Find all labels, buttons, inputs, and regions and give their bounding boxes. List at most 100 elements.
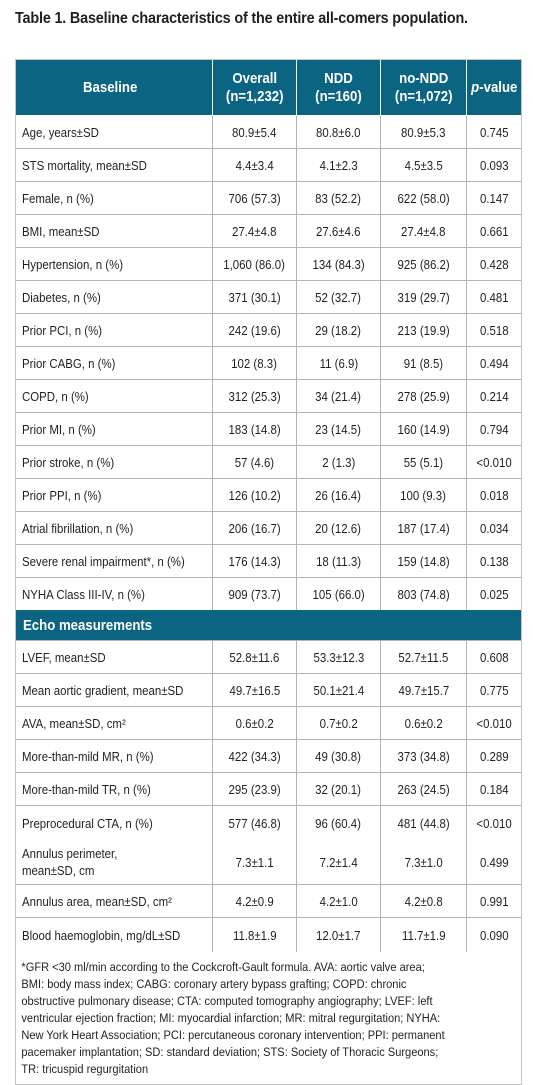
cell-p-value: 0.518 <box>467 314 521 346</box>
cell-overall: 126 (10.2) <box>213 479 297 511</box>
table-row: STS mortality, mean±SD 4.4±3.4 4.1±2.3 4.5±… <box>16 149 521 182</box>
table-header-row: Baseline Overall (n=1,232) NDD (n=160) no-… <box>16 60 521 116</box>
table-row: Prior MI, n (%) 183 (14.8) 23 (14.5) 160 (1… <box>16 413 521 446</box>
cell-ndd: 26 (16.4) <box>297 479 381 511</box>
table-row: Diabetes, n (%) 371 (30.1) 52 (32.7) 319 (2… <box>16 281 521 314</box>
row-label: Diabetes, n (%) <box>16 281 213 313</box>
row-label: Prior stroke, n (%) <box>16 446 213 478</box>
cell-overall: 577 (46.8) <box>213 806 297 840</box>
cell-p-value: 0.289 <box>467 740 521 772</box>
footnote-line: obstructive pulmonary disease; CTA: comp… <box>21 993 514 1010</box>
cell-ndd: 49 (30.8) <box>297 740 381 772</box>
cell-ndd: 105 (66.0) <box>297 578 381 610</box>
row-label: Prior CABG, n (%) <box>16 347 213 379</box>
header-baseline: Baseline <box>16 60 213 115</box>
cell-overall: 206 (16.7) <box>213 512 297 544</box>
cell-overall: 706 (57.3) <box>213 182 297 214</box>
table-row: BMI, mean±SD 27.4±4.8 27.6±4.6 27.4±4.8 0.66… <box>16 215 521 248</box>
footnote-line: TR: tricuspid regurgitation <box>21 1061 514 1078</box>
header-p-value: p-value <box>467 60 521 115</box>
cell-ndd: 80.8±6.0 <box>297 116 381 148</box>
cell-p-value: 0.794 <box>467 413 521 445</box>
cell-p-value: <0.010 <box>467 446 521 478</box>
footnote-line: New York Heart Association; PCI: percuta… <box>21 1027 514 1044</box>
row-label: Age, years±SD <box>16 116 213 148</box>
header-no-ndd: no-NDD (n=1,072) <box>381 60 467 115</box>
row-label: Blood haemoglobin, mg/dL±SD <box>16 918 213 952</box>
cell-p-value: 0.499 <box>467 840 521 884</box>
row-label: Mean aortic gradient, mean±SD <box>16 674 213 706</box>
table-row: Atrial fibrillation, n (%) 206 (16.7) 20 (… <box>16 512 521 545</box>
cell-no-ndd: 319 (29.7) <box>381 281 467 313</box>
table-row: Preprocedural CTA, n (%) 577 (46.8) 96 (60… <box>16 806 521 840</box>
cell-ndd: 53.3±12.3 <box>297 641 381 673</box>
cell-ndd: 96 (60.4) <box>297 806 381 840</box>
cell-no-ndd: 263 (24.5) <box>381 773 467 805</box>
cell-no-ndd: 4.2±0.8 <box>381 885 467 917</box>
cell-no-ndd: 373 (34.8) <box>381 740 467 772</box>
cell-ndd: 50.1±21.4 <box>297 674 381 706</box>
table-row: AVA, mean±SD, cm² 0.6±0.2 0.7±0.2 0.6±0.2 <0… <box>16 707 521 740</box>
header-ndd: NDD (n=160) <box>297 60 381 115</box>
table-row: Severe renal impairment*, n (%) 176 (14.3… <box>16 545 521 578</box>
cell-no-ndd: 52.7±11.5 <box>381 641 467 673</box>
row-label: Atrial fibrillation, n (%) <box>16 512 213 544</box>
cell-p-value: 0.025 <box>467 578 521 610</box>
cell-overall: 52.8±11.6 <box>213 641 297 673</box>
cell-overall: 422 (34.3) <box>213 740 297 772</box>
cell-overall: 295 (23.9) <box>213 773 297 805</box>
table-row: Annulus area, mean±SD, cm² 4.2±0.9 4.2±1.0… <box>16 885 521 918</box>
cell-ndd: 4.1±2.3 <box>297 149 381 181</box>
cell-ndd: 52 (32.7) <box>297 281 381 313</box>
cell-no-ndd: 7.3±1.0 <box>381 840 467 884</box>
cell-no-ndd: 100 (9.3) <box>381 479 467 511</box>
row-label: Preprocedural CTA, n (%) <box>16 806 213 840</box>
cell-no-ndd: 187 (17.4) <box>381 512 467 544</box>
cell-overall: 242 (19.6) <box>213 314 297 346</box>
cell-overall: 909 (73.7) <box>213 578 297 610</box>
cell-ndd: 2 (1.3) <box>297 446 381 478</box>
row-label: COPD, n (%) <box>16 380 213 412</box>
row-label: Annulus area, mean±SD, cm² <box>16 885 213 917</box>
baseline-body: Age, years±SD 80.9±5.4 80.8±6.0 80.9±5.3 0.7… <box>16 116 521 610</box>
row-label: Female, n (%) <box>16 182 213 214</box>
row-label: BMI, mean±SD <box>16 215 213 247</box>
cell-overall: 80.9±5.4 <box>213 116 297 148</box>
cell-ndd: 0.7±0.2 <box>297 707 381 739</box>
table-row: Annulus perimeter, mean±SD, cm 7.3±1.1 7.… <box>16 840 521 885</box>
cell-no-ndd: 55 (5.1) <box>381 446 467 478</box>
cell-no-ndd: 27.4±4.8 <box>381 215 467 247</box>
table-row: Blood haemoglobin, mg/dL±SD 11.8±1.9 12.0±… <box>16 918 521 952</box>
row-label: Prior MI, n (%) <box>16 413 213 445</box>
footnote-line: *GFR <30 ml/min according to the Cockcro… <box>21 959 514 976</box>
cell-overall: 312 (25.3) <box>213 380 297 412</box>
cell-ndd: 23 (14.5) <box>297 413 381 445</box>
footnote-line: pacemaker implantation; SD: standard dev… <box>21 1044 514 1061</box>
cell-overall: 4.4±3.4 <box>213 149 297 181</box>
cell-overall: 0.6±0.2 <box>213 707 297 739</box>
footnote-line: ventricular ejection fraction; MI: myoca… <box>21 1010 514 1027</box>
cell-p-value: 0.608 <box>467 641 521 673</box>
row-label: STS mortality, mean±SD <box>16 149 213 181</box>
cell-ndd: 32 (20.1) <box>297 773 381 805</box>
cell-no-ndd: 278 (25.9) <box>381 380 467 412</box>
cell-overall: 27.4±4.8 <box>213 215 297 247</box>
row-label: More-than-mild TR, n (%) <box>16 773 213 805</box>
cell-no-ndd: 925 (86.2) <box>381 248 467 280</box>
row-label: Prior PCI, n (%) <box>16 314 213 346</box>
cell-p-value: 0.147 <box>467 182 521 214</box>
cell-overall: 11.8±1.9 <box>213 918 297 952</box>
cell-no-ndd: 11.7±1.9 <box>381 918 467 952</box>
cell-ndd: 11 (6.9) <box>297 347 381 379</box>
cell-p-value: 0.034 <box>467 512 521 544</box>
final-body: Annulus area, mean±SD, cm² 4.2±0.9 4.2±1.0… <box>16 885 521 952</box>
cell-p-value: 0.093 <box>467 149 521 181</box>
cell-no-ndd: 160 (14.9) <box>381 413 467 445</box>
baseline-table: Baseline Overall (n=1,232) NDD (n=160) no-… <box>15 59 522 1085</box>
cell-p-value: 0.214 <box>467 380 521 412</box>
cell-overall: 176 (14.3) <box>213 545 297 577</box>
row-label: More-than-mild MR, n (%) <box>16 740 213 772</box>
cell-ndd: 29 (18.2) <box>297 314 381 346</box>
table-row: NYHA Class III-IV, n (%) 909 (73.7) 105 (6… <box>16 578 521 610</box>
